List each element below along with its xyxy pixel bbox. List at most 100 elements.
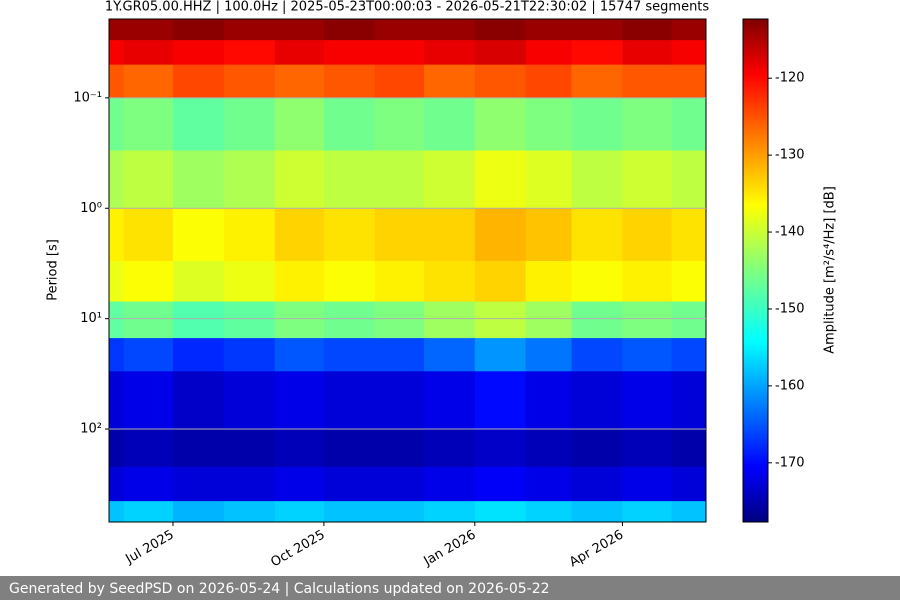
heatmap-cell [571,429,623,468]
x-tick-label: Oct 2025 [268,528,327,571]
heatmap-cell [223,466,276,502]
heatmap-cell [571,260,623,303]
heatmap-cell [622,501,673,523]
heatmap-cell [423,301,476,339]
heatmap-cell [374,371,425,430]
heatmap-cell [622,64,673,99]
heatmap-cell [474,429,527,468]
heatmap-cell [323,40,376,66]
y-tick-label: 10⁻¹ [73,90,102,105]
heatmap-cell [223,97,276,152]
heatmap-cell [671,371,707,430]
heatmap-cell [274,301,325,339]
heatmap-cell [423,501,476,523]
heatmap-cell [571,208,623,262]
heatmap-cell [323,429,376,468]
heatmap-cell [622,466,673,502]
heatmap-cell [423,429,476,468]
heatmap-cell [671,208,707,262]
heatmap-cell [671,429,707,468]
y-tick-label: 10² [80,422,102,437]
heatmap-cell [525,501,573,523]
heatmap-cell [109,150,125,209]
colorbar-tick-label: -140 [775,225,805,240]
heatmap-cell [423,208,476,262]
heatmap-cell [109,501,125,523]
x-tick-label: Apr 2026 [567,528,626,571]
heatmap-cell [123,429,174,468]
heatmap-cell [274,371,325,430]
x-tick-label: Jan 2026 [421,528,479,570]
colorbar-tick-label: -160 [775,378,805,393]
heatmap-cell [423,260,476,303]
y-tick-label: 10⁰ [80,201,102,216]
heatmap-cell [571,40,623,66]
chart-title: 1Y.GR05.00.HHZ | 100.0Hz | 2025-05-23T00… [105,0,710,15]
heatmap-cell [323,501,376,523]
heatmap-cell [374,260,425,303]
heatmap-cell [474,260,527,303]
heatmap-cell [374,150,425,209]
heatmap-cell [525,150,573,209]
heatmap-cell [223,40,276,66]
heatmap-cell [671,301,707,339]
heatmap-cell [123,150,174,209]
heatmap-cell [323,338,376,372]
heatmap-cell [474,97,527,152]
heatmap-cell [474,208,527,262]
heatmap-cell [374,501,425,523]
heatmap-cell [525,338,573,372]
heatmap-cell [172,501,225,523]
heatmap-cell [374,40,425,66]
heatmap-cell [571,64,623,99]
heatmap-cell [172,429,225,468]
heatmap-cell [423,371,476,430]
heatmap-cell [223,150,276,209]
heatmap-cell [109,429,125,468]
heatmap-cell [109,97,125,152]
heatmap-cell [671,466,707,502]
heatmap-cell [525,301,573,339]
heatmap-cell [109,301,125,339]
heatmap-cell [571,150,623,209]
heatmap-cell [671,338,707,372]
heatmap-cell [571,338,623,372]
heatmap-cell [109,338,125,372]
heatmap-cell [423,40,476,66]
heatmap-cell [223,371,276,430]
heatmap-cell [123,40,174,66]
heatmap-cell [525,260,573,303]
colorbar-tick-label: -120 [775,71,805,86]
heatmap-cell [109,19,125,41]
heatmap-cell [525,429,573,468]
heatmap-cell [571,501,623,523]
heatmap-cell [123,208,174,262]
heatmap-cell [172,19,225,41]
heatmap-cell [671,150,707,209]
heatmap-cell [109,466,125,502]
heatmap-cell [474,40,527,66]
heatmap-cell [323,64,376,99]
y-axis-label: Period [s] [46,239,61,301]
heatmap-cell [123,338,174,372]
heatmap-cell [622,260,673,303]
heatmap-cell [622,150,673,209]
heatmap-cell [223,260,276,303]
heatmap-cell [571,97,623,152]
heatmap-cell [172,338,225,372]
heatmap-cell [223,208,276,262]
heatmap-cell [474,501,527,523]
heatmap-cell [109,208,125,262]
heatmap-cell [223,338,276,372]
heatmap-cell [423,150,476,209]
heatmap-cell [525,19,573,41]
heatmap-cell [274,501,325,523]
heatmap-cell [374,429,425,468]
heatmap-cell [525,40,573,66]
heatmap-cell [423,338,476,372]
heatmap-cell [622,19,673,41]
heatmap-cell [374,208,425,262]
colorbar-label: Amplitude [m²/s⁴/Hz] [dB] [823,186,838,354]
heatmap-cell [374,64,425,99]
